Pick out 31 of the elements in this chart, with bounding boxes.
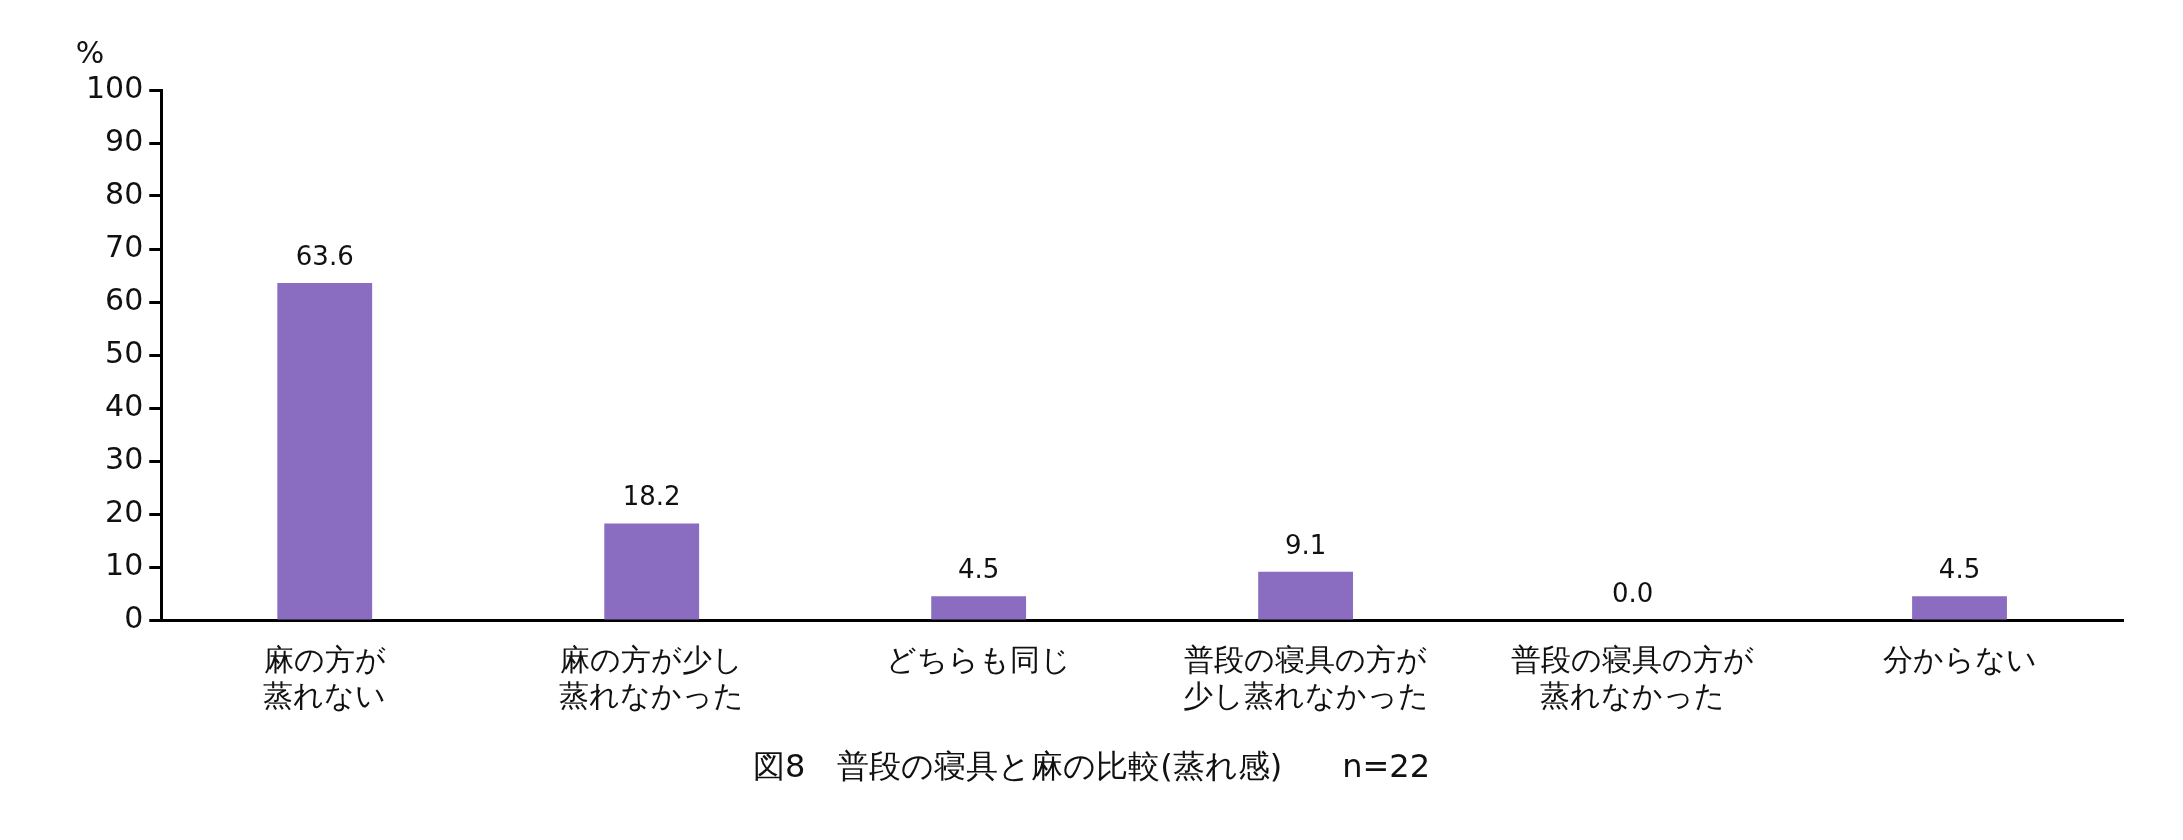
data-label: 0.0 xyxy=(1611,577,1654,608)
x-tick-label: 麻の方が蒸れない xyxy=(263,641,387,713)
x-tick-label: 分からない xyxy=(1882,641,2037,677)
data-label: 4.5 xyxy=(957,553,1000,584)
data-label: 4.5 xyxy=(1938,553,1981,584)
x-tick-label: 麻の方が少し蒸れなかった xyxy=(559,641,745,713)
y-axis-title: % xyxy=(75,34,105,70)
data-label: 9.1 xyxy=(1284,529,1327,560)
bar xyxy=(277,282,373,620)
y-tick-label: 70 xyxy=(105,228,144,264)
y-tick-label: 40 xyxy=(105,387,144,423)
y-tick-label: 30 xyxy=(105,440,144,476)
y-tick-label: 60 xyxy=(105,281,144,317)
bar xyxy=(604,523,700,620)
y-tick-label: 80 xyxy=(105,175,144,211)
bar xyxy=(1912,596,2007,620)
y-tick-label: 10 xyxy=(105,546,144,582)
y-tick-label: 50 xyxy=(105,334,144,370)
text: n=22 xyxy=(1342,747,1431,785)
y-tick-label: 0 xyxy=(124,599,144,635)
y-tick-label: 20 xyxy=(105,493,144,529)
bar xyxy=(931,596,1027,620)
x-tick-label: 普段の寝具の方が蒸れなかった xyxy=(1511,641,1755,713)
bar xyxy=(1258,571,1354,620)
text: 図8 普段の寝具と麻の比較(蒸れ感) xyxy=(752,747,1283,785)
y-tick-label: 90 xyxy=(105,122,144,158)
x-tick-label: 普段の寝具の方が少し蒸れなかった xyxy=(1182,641,1429,713)
data-label: 18.2 xyxy=(622,481,681,512)
x-tick-label: どちらも同じ xyxy=(886,641,1072,677)
y-tick-label: 100 xyxy=(86,69,144,105)
data-label: 63.6 xyxy=(295,240,354,271)
